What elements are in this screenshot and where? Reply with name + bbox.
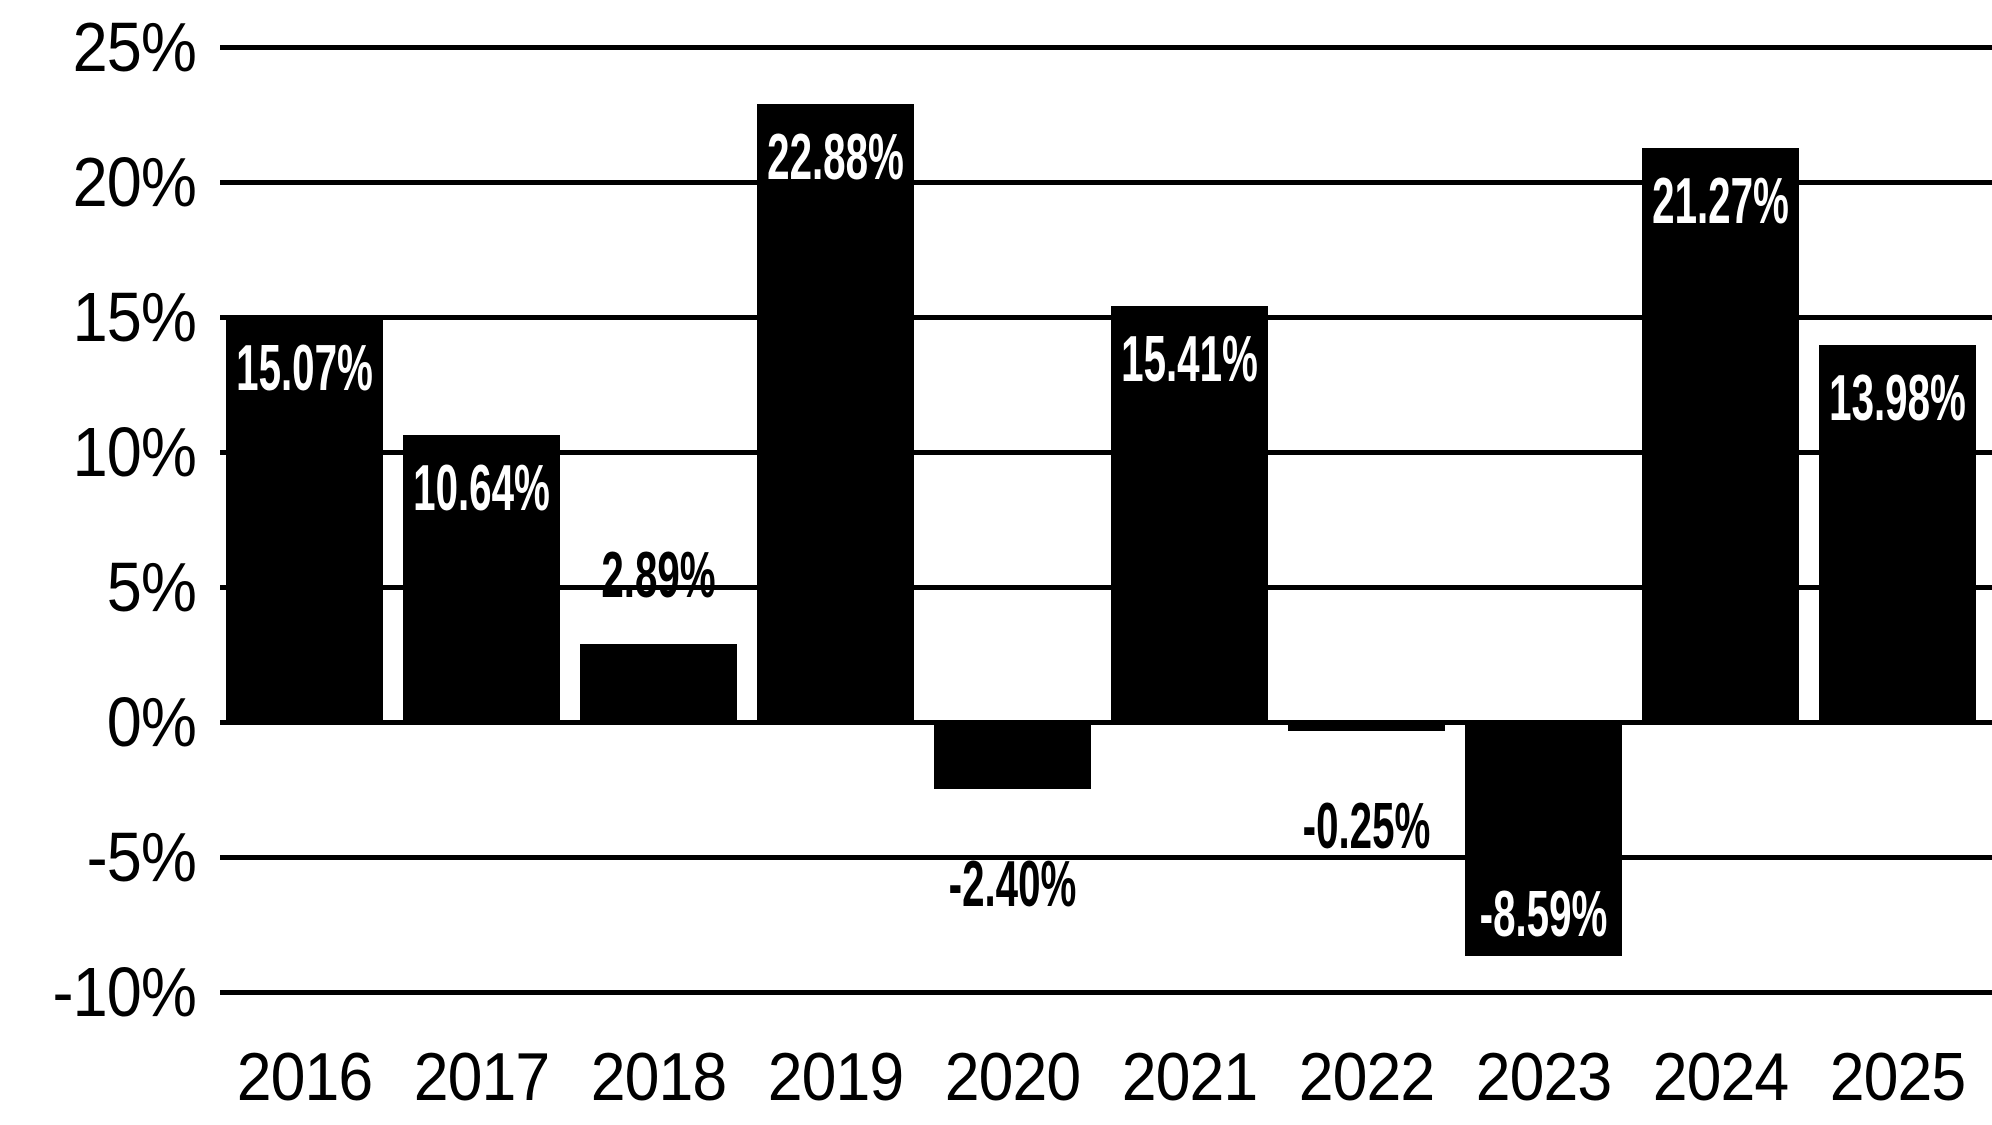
x-tick-label-2016: 2016: [236, 1039, 373, 1115]
bar-value-label-2025: 13.98%: [1829, 361, 1966, 434]
bar-value-label-2021: 15.41%: [1121, 322, 1258, 395]
gridline--10%: [220, 990, 1992, 995]
x-tick-label-2021: 2021: [1121, 1039, 1258, 1115]
y-tick-label: 25%: [72, 8, 197, 86]
x-tick-label-2024: 2024: [1652, 1039, 1789, 1115]
y-tick-label: 0%: [106, 683, 197, 761]
gridline-10%: [220, 450, 1992, 455]
y-tick-label: 5%: [106, 548, 197, 626]
bar-2024: [1642, 148, 1799, 724]
bar-2023: [1465, 720, 1622, 956]
x-tick-label-2025: 2025: [1829, 1039, 1966, 1115]
bar-value-label-2022: -0.25%: [1302, 789, 1431, 862]
bar-2018: [580, 644, 737, 724]
gridline-15%: [220, 315, 1992, 320]
bar-2017: [403, 435, 560, 724]
gridline-5%: [220, 585, 1992, 590]
bar-2020: [934, 720, 1091, 789]
gridline-20%: [220, 180, 1992, 185]
bar-value-label-2017: 10.64%: [413, 451, 550, 524]
x-tick-label-2017: 2017: [413, 1039, 550, 1115]
gridline-25%: [220, 45, 1992, 50]
bar-value-label-2019: 22.88%: [767, 120, 904, 193]
bar-value-label-2016: 15.07%: [236, 331, 373, 404]
bar-2021: [1111, 306, 1268, 724]
gridline-0%: [220, 720, 1992, 725]
y-tick-label: 15%: [72, 278, 197, 356]
y-tick-label: -5%: [86, 818, 197, 896]
bar-value-label-2020: -2.40%: [948, 847, 1077, 920]
bar-2016: [226, 315, 383, 724]
y-tick-label: -10%: [52, 953, 197, 1031]
x-tick-label-2022: 2022: [1298, 1039, 1435, 1115]
x-tick-label-2023: 2023: [1475, 1039, 1612, 1115]
bar-2019: [757, 104, 914, 724]
bar-value-label-2018: 2.89%: [601, 538, 716, 611]
x-tick-label-2020: 2020: [944, 1039, 1081, 1115]
x-tick-label-2018: 2018: [590, 1039, 727, 1115]
gridline--5%: [220, 855, 1992, 860]
bar-2022: [1288, 720, 1445, 731]
y-tick-label: 20%: [72, 143, 197, 221]
bar-value-label-2024: 21.27%: [1652, 164, 1789, 237]
bar-value-label-2023: -8.59%: [1479, 877, 1608, 950]
bar-2025: [1819, 345, 1976, 724]
y-tick-label: 10%: [72, 413, 197, 491]
x-tick-label-2019: 2019: [767, 1039, 904, 1115]
